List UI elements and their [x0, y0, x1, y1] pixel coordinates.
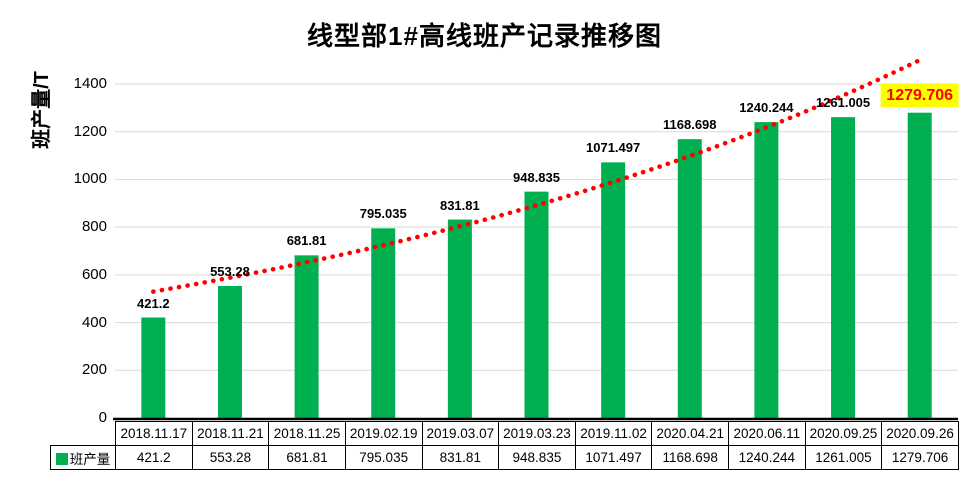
date-cell: 2020.09.25 — [804, 421, 883, 446]
bar[interactable] — [217, 286, 242, 418]
bar-label: 831.81 — [439, 197, 480, 213]
y-tick-label: 800 — [81, 218, 107, 236]
bar-label: 421.2 — [137, 295, 170, 311]
legend-marker-icon — [55, 452, 68, 465]
bar[interactable] — [371, 228, 396, 418]
bar[interactable] — [141, 317, 166, 418]
bar-label: 948.835 — [513, 169, 560, 185]
bar[interactable] — [754, 122, 779, 418]
value-cell: 948.835 — [498, 445, 576, 470]
bar[interactable] — [447, 219, 472, 418]
value-cell: 1240.244 — [728, 445, 806, 470]
y-tick-label: 1000 — [73, 170, 107, 188]
table-row-values: 班产量 421.2 553.28 681.81 795.035 831.81 948.835… — [50, 445, 959, 470]
bar-label: 1261.005 — [815, 95, 871, 111]
y-tick-label: 0 — [98, 409, 107, 426]
date-cell: 2019.03.23 — [498, 421, 576, 446]
date-cell: 2019.02.19 — [344, 421, 423, 446]
y-tick-label: 600 — [81, 265, 107, 283]
bar-label-highlighted: 1279.706 — [880, 83, 960, 107]
value-cell: 1071.497 — [574, 445, 653, 470]
chart-title: 线型部1#高线班产记录推移图 — [307, 21, 662, 51]
legend-cell: 班产量 — [50, 445, 116, 470]
value-cell: 1279.706 — [881, 445, 959, 470]
bar[interactable] — [601, 162, 626, 418]
date-cell: 2020.06.11 — [728, 421, 806, 446]
table-spacer-cell — [51, 422, 116, 446]
bar-label: 1240.244 — [739, 100, 794, 116]
bar-label: 681.81 — [286, 233, 327, 249]
trendline — [151, 57, 922, 294]
y-tick-label: 200 — [81, 361, 107, 379]
value-cell: 553.28 — [191, 445, 270, 470]
bar[interactable] — [831, 117, 856, 419]
bar-label: 553.28 — [210, 264, 250, 279]
legend-label: 班产量 — [69, 451, 111, 467]
value-cell: 1261.005 — [804, 445, 883, 470]
bar[interactable] — [524, 191, 549, 418]
bar-label: 1168.698 — [663, 117, 717, 133]
value-cell: 795.035 — [344, 445, 423, 470]
value-cell: 1168.698 — [651, 445, 729, 470]
value-cell: 681.81 — [268, 445, 346, 470]
date-cell: 2019.11.02 — [574, 421, 653, 446]
date-cell: 2019.03.07 — [421, 421, 500, 446]
data-table: 2018.11.17 2018.11.21 2018.11.25 2019.02.19… — [50, 421, 959, 470]
value-cell: 831.81 — [421, 445, 500, 470]
y-tick-label: 400 — [81, 313, 107, 331]
bar-label: 795.035 — [359, 206, 407, 222]
bar[interactable] — [907, 112, 932, 418]
date-cell: 2020.09.26 — [881, 421, 959, 446]
y-tick-label: 1400 — [73, 75, 107, 92]
date-cell: 2018.11.17 — [115, 421, 193, 446]
date-cell: 2018.11.21 — [191, 421, 270, 446]
value-cell: 421.2 — [115, 445, 193, 470]
bar[interactable] — [677, 139, 702, 418]
date-cell: 2018.11.25 — [268, 421, 346, 446]
date-cell: 2020.04.21 — [651, 421, 729, 446]
table-row-dates: 2018.11.17 2018.11.21 2018.11.25 2019.02.19… — [51, 421, 959, 446]
bar-label: 1071.497 — [586, 140, 641, 156]
y-tick-label: 1200 — [73, 122, 107, 140]
bar[interactable] — [294, 255, 319, 418]
